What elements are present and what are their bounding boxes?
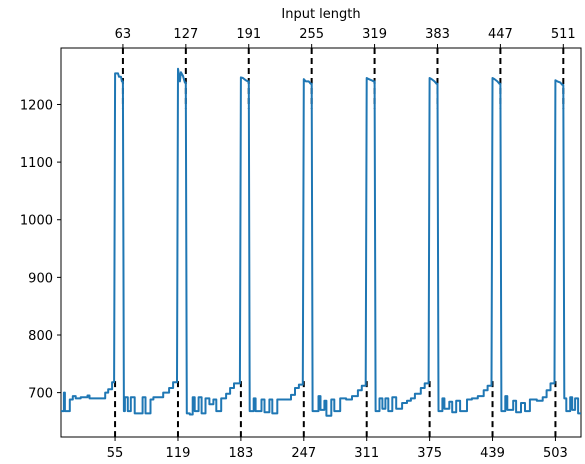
- x-tick-label: 439: [480, 446, 505, 461]
- x-tick-label: 55: [107, 446, 124, 461]
- x-axis-top: 63 127 191 255 319 383 447 511: [115, 27, 576, 48]
- y-tick-label: 1200: [20, 98, 53, 113]
- x-tick-label: 311: [354, 446, 379, 461]
- x-top-tick-label: 191: [236, 27, 261, 42]
- y-tick-label: 900: [28, 271, 53, 286]
- marker-lines: [114, 48, 565, 437]
- x-top-tick-label: 383: [425, 27, 450, 42]
- x-top-tick-label: 447: [488, 27, 513, 42]
- x-tick-label: 503: [543, 446, 568, 461]
- series-line: [61, 67, 581, 417]
- x-top-tick-label: 255: [299, 27, 324, 42]
- y-axis: 700 800 900 1000 1100 1200: [20, 98, 61, 402]
- x-tick-label: 247: [291, 446, 316, 461]
- y-tick-label: 1000: [20, 214, 53, 229]
- x-top-tick-label: 127: [173, 27, 198, 42]
- x-tick-label: 183: [228, 446, 253, 461]
- plot-area: [60, 47, 582, 438]
- x-tick-label: 375: [417, 446, 442, 461]
- top-axis-title: Input length: [281, 7, 360, 22]
- y-tick-label: 1100: [20, 156, 53, 171]
- x-top-tick-label: 511: [551, 27, 576, 42]
- x-top-tick-label: 63: [115, 27, 132, 42]
- x-axis-bottom: 55 119 183 247 311 375 439 503: [107, 437, 568, 461]
- y-tick-label: 800: [28, 329, 53, 344]
- x-tick-label: 119: [166, 446, 191, 461]
- x-top-tick-label: 319: [362, 27, 387, 42]
- y-tick-label: 700: [28, 387, 53, 402]
- plot-frame: [60, 47, 582, 438]
